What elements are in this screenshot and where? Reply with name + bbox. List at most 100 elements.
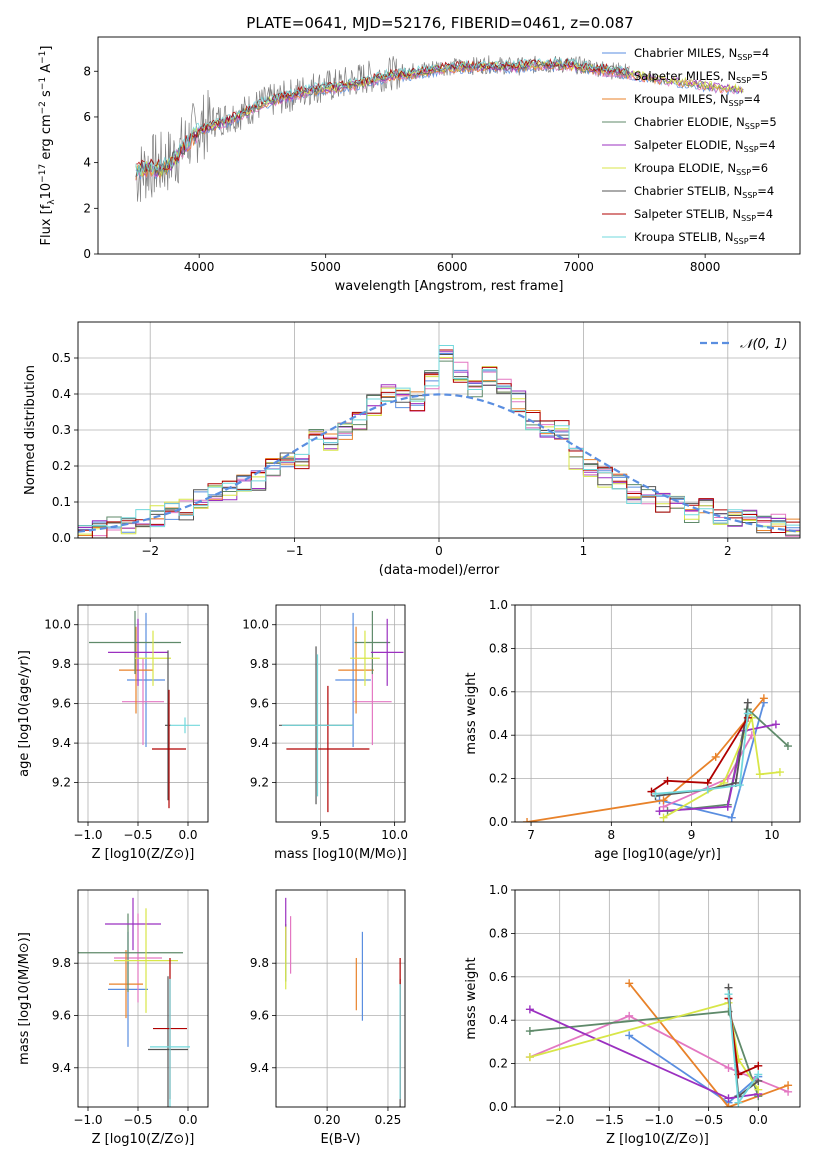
y-tick-label: 0.4 xyxy=(52,387,71,401)
x-tick-label: 8000 xyxy=(690,260,721,274)
weight-series-line xyxy=(526,697,765,822)
weight-point-marker xyxy=(625,1011,634,1020)
legend-name: Chabrier STELIB, N xyxy=(634,184,742,198)
x-tick-label: −1.5 xyxy=(595,1113,624,1127)
legend-name: Chabrier MILES, N xyxy=(634,46,737,60)
x-tick-label: 8 xyxy=(608,828,616,842)
weight-series-line xyxy=(659,723,777,812)
legend-sub: SSP xyxy=(742,191,757,200)
weight-point-marker xyxy=(734,1098,743,1107)
weight-point-marker xyxy=(759,694,768,703)
weight-point-marker xyxy=(775,768,784,777)
y-label-part: −1 xyxy=(38,77,48,90)
legend-count: =4 xyxy=(744,92,761,106)
weight-point-marker xyxy=(724,1094,733,1103)
weight-point-marker xyxy=(754,1070,763,1079)
legend-entry: Kroupa STELIB, NSSP=4 xyxy=(634,230,765,246)
y-tick-label: 0.8 xyxy=(489,641,508,655)
x-tick-label: −1.0 xyxy=(644,1113,673,1127)
x-axis-label: wavelength [Angstrom, rest frame] xyxy=(335,279,564,294)
x-axis-label: Z [log10(Z/Z⊙)] xyxy=(606,1132,709,1147)
legend-entry: 𝒩(0, 1) xyxy=(740,337,787,352)
legend-name: Salpeter ELODIE, N xyxy=(634,138,744,152)
weight-point-marker xyxy=(771,720,780,729)
y-tick-label: 4 xyxy=(83,156,91,170)
y-tick-label: 10.0 xyxy=(44,618,71,632)
y-label-part: 10 xyxy=(39,183,54,200)
x-tick-label: 6000 xyxy=(437,260,468,274)
normal-curve-line xyxy=(78,393,800,533)
panel-weight-vs-Z: −2.0 −1.5 −1.0 −0.5 0.0 0.0 0.2 0.4 0.6 0.8 1.0 Z [… xyxy=(464,883,801,1147)
x-tick-label: 0.25 xyxy=(375,1113,402,1127)
plot-area xyxy=(523,694,792,822)
y-tick-label: 0.2 xyxy=(52,459,71,473)
y-tick-label: 0.3 xyxy=(52,423,71,437)
x-axis-label: age [log10(age/yr)] xyxy=(594,847,721,862)
legend-entry: Salpeter STELIB, NSSP=4 xyxy=(634,207,773,223)
y-tick-label: 0.5 xyxy=(52,351,71,365)
panel-mass-vs-ebv: 0.20 0.25 9.4 9.6 9.8 E(B-V) xyxy=(250,889,406,1147)
axes-frame xyxy=(77,321,801,539)
legend-name: Salpeter MILES, N xyxy=(634,69,736,83)
weight-point-marker xyxy=(651,789,660,798)
x-tick-label: 0.0 xyxy=(178,828,197,842)
y-tick-label: 6 xyxy=(83,110,91,124)
plot-area xyxy=(285,897,401,1107)
weight-point-marker xyxy=(723,802,732,811)
weight-series-line xyxy=(727,994,760,1106)
y-tick-label: 9.4 xyxy=(250,1061,269,1075)
legend-sub: SSP xyxy=(737,53,752,62)
x-tick-label: 10.0 xyxy=(381,828,408,842)
y-label-part: Flux [f xyxy=(39,204,54,245)
x-axis-label: Z [log10(Z/Z⊙)] xyxy=(92,1132,195,1147)
x-tick-label: 4000 xyxy=(184,260,215,274)
weight-point-marker xyxy=(525,1027,534,1036)
legend-count: =4 xyxy=(759,138,776,152)
x-tick-label: 0.0 xyxy=(178,1113,197,1127)
y-tick-label: 9.6 xyxy=(52,1008,71,1022)
x-tick-label: −1.0 xyxy=(73,1113,102,1127)
y-tick-label: 1.0 xyxy=(489,598,508,612)
weight-point-marker xyxy=(625,979,634,988)
x-tick-label: −1.0 xyxy=(73,828,102,842)
weight-series-line xyxy=(650,717,749,793)
y-tick-label: 0.0 xyxy=(489,1100,508,1114)
weight-point-marker xyxy=(711,752,720,761)
x-tick-label: −0.5 xyxy=(123,828,152,842)
weight-series-line xyxy=(655,713,749,795)
y-tick-label: 0.8 xyxy=(489,926,508,940)
legend-count: =4 xyxy=(756,207,773,221)
axes-frame xyxy=(275,604,406,823)
weight-point-marker xyxy=(659,813,668,822)
weight-point-marker xyxy=(647,787,656,796)
weight-series-line xyxy=(667,707,789,812)
weight-point-marker xyxy=(703,785,712,794)
y-tick-label: 9.6 xyxy=(250,697,269,711)
legend-entry: Salpeter ELODIE, NSSP=4 xyxy=(634,138,776,154)
y-tick-label: 8 xyxy=(83,64,91,78)
panel-chart-0: 4000 5000 6000 7000 8000 0 2 4 6 8 wavelength [Ang… xyxy=(38,36,801,294)
weight-point-marker xyxy=(525,1005,534,1014)
x-tick-label: 9.5 xyxy=(311,828,330,842)
y-tick-label: 0.4 xyxy=(489,728,508,742)
legend-entry: Kroupa MILES, NSSP=4 xyxy=(634,92,760,108)
weight-point-marker xyxy=(727,813,736,822)
legend-count: =5 xyxy=(760,115,777,129)
y-axis-label: mass weight xyxy=(464,672,479,754)
y-label-part: −2 xyxy=(38,101,48,114)
y-label-part: s xyxy=(39,90,54,101)
weight-point-marker xyxy=(724,1063,733,1072)
y-tick-label: 2 xyxy=(83,201,91,215)
model-spectrum-line xyxy=(135,61,744,181)
panel-mass-vs-Z: −1.0 −0.5 0.0 9.4 9.6 9.8 Z [log10(Z/Z⊙)] mass … xyxy=(17,889,209,1147)
y-tick-label: 9.6 xyxy=(250,1008,269,1022)
plot-area xyxy=(78,345,800,538)
weight-series-line xyxy=(663,714,780,819)
plot-area xyxy=(278,610,404,813)
y-label-part: A xyxy=(39,64,54,77)
x-tick-label: 10 xyxy=(764,828,779,842)
weight-series-line xyxy=(655,702,749,797)
legend-count: =6 xyxy=(751,161,768,175)
legend-sub: SSP xyxy=(741,214,756,223)
